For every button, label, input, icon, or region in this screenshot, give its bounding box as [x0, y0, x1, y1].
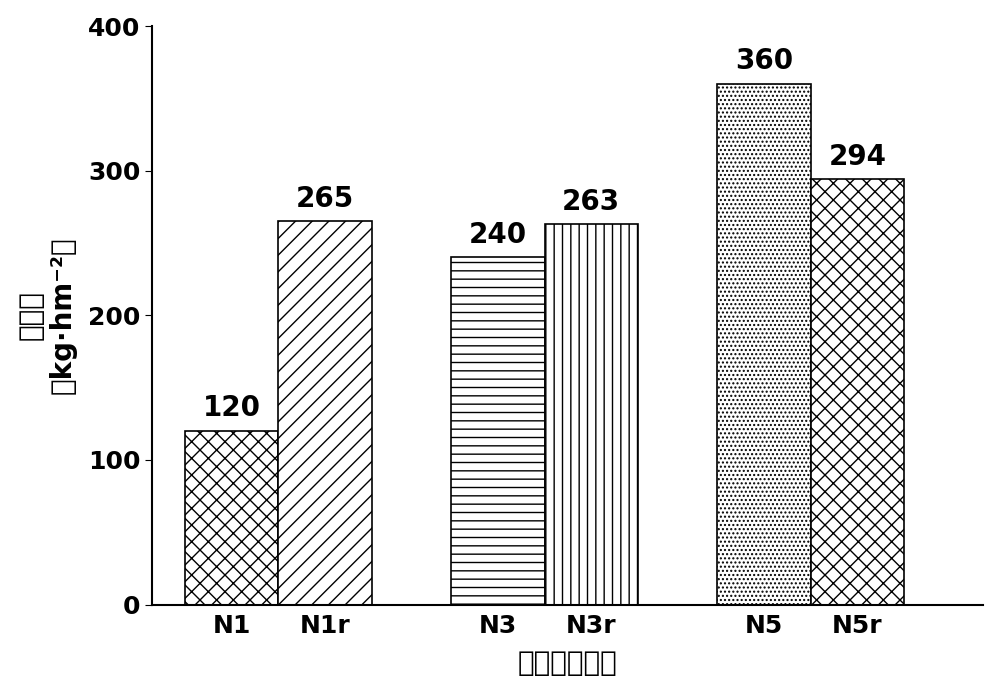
Bar [451, 257, 545, 604]
Bar [717, 84, 811, 604]
Bar [811, 180, 904, 604]
Text: 120: 120 [203, 394, 261, 423]
Bar [278, 221, 372, 604]
Text: 294: 294 [828, 143, 886, 171]
Bar [545, 224, 638, 604]
X-axis label: 不同氮肖处理: 不同氮肖处理 [518, 650, 618, 677]
Text: 265: 265 [296, 185, 354, 212]
Text: 360: 360 [735, 47, 793, 76]
Text: 240: 240 [469, 221, 527, 249]
Bar [185, 431, 278, 604]
Text: 263: 263 [562, 187, 620, 216]
Y-axis label: 施氮量
（kg·hm⁻²）: 施氮量 （kg·hm⁻²） [17, 237, 77, 394]
